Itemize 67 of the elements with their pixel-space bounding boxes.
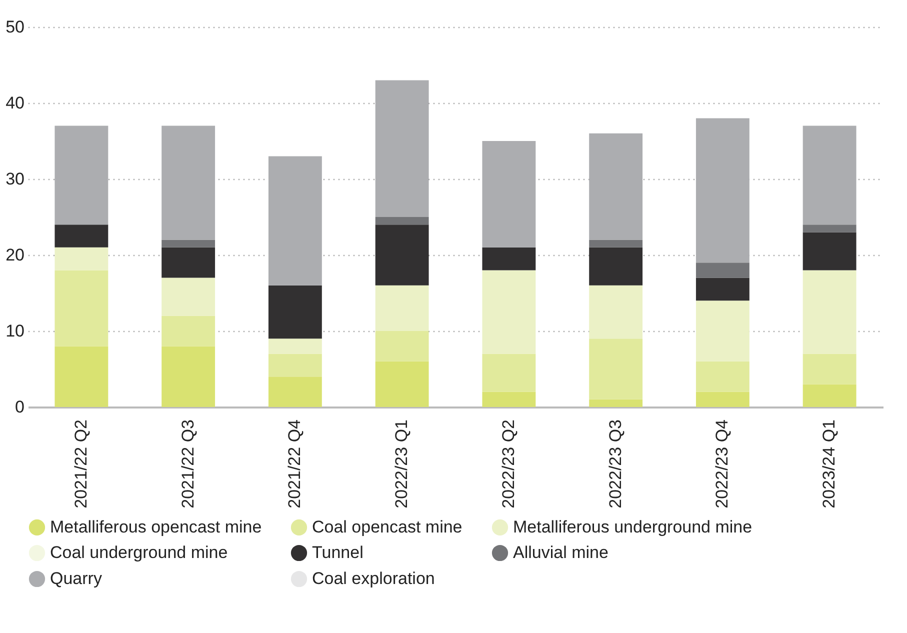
x-tick-label: 2022/23 Q1	[392, 420, 412, 508]
x-tick-label: 2022/23 Q4	[712, 420, 732, 508]
bar	[589, 133, 643, 240]
bar	[802, 384, 856, 407]
legend-label: Alluvial mine	[513, 543, 608, 562]
bar	[375, 331, 429, 362]
bar	[54, 126, 108, 225]
bar	[589, 247, 643, 286]
bar	[696, 361, 750, 392]
bar	[802, 232, 856, 270]
x-tick-label: 2021/22 Q2	[71, 420, 90, 508]
bar	[375, 80, 429, 217]
bar	[589, 338, 643, 400]
bar	[589, 240, 643, 248]
y-tick-label: 50	[6, 18, 24, 36]
legend-label: Coal underground mine	[50, 543, 228, 562]
bar	[482, 247, 536, 270]
x-tick-label: 2022/23 Q3	[606, 420, 625, 508]
bar	[802, 354, 856, 384]
bar	[375, 285, 429, 331]
y-tick-label: 0	[15, 398, 24, 416]
bar	[268, 376, 322, 407]
bar	[696, 300, 750, 362]
x-tick-label: 2021/22 Q4	[285, 420, 304, 508]
y-tick-label: 30	[6, 170, 24, 188]
bar	[268, 354, 322, 377]
bar	[162, 316, 216, 346]
bar	[696, 262, 750, 278]
bar	[482, 392, 536, 407]
bar	[696, 118, 750, 263]
bar	[482, 270, 536, 354]
legend-label: Coal opencast mine	[312, 517, 462, 536]
legend-label: Metalliferous underground mine	[513, 517, 752, 536]
bar	[696, 278, 750, 301]
bar	[268, 285, 322, 339]
legend-label: Quarry	[50, 569, 102, 588]
legend-label: Metalliferous opencast mine	[50, 517, 262, 536]
bar	[162, 240, 216, 248]
bar	[268, 338, 322, 354]
bar	[54, 247, 108, 270]
bar	[802, 270, 856, 354]
y-tick-label: 10	[6, 322, 24, 340]
legend-label: Coal exploration	[312, 569, 435, 588]
bar	[268, 156, 322, 286]
y-tick-label: 40	[6, 94, 24, 112]
x-tick-label: 2022/23 Q2	[498, 420, 518, 508]
bar	[482, 354, 536, 392]
x-tick-label: 2023/24 Q1	[820, 420, 839, 508]
y-tick-label: 20	[6, 246, 24, 264]
bar	[375, 361, 429, 407]
bar	[802, 126, 856, 225]
bar	[589, 285, 643, 339]
bar	[802, 224, 856, 232]
bar	[482, 141, 536, 248]
bar	[589, 399, 643, 407]
bar	[696, 392, 750, 407]
bar	[162, 247, 216, 278]
bar	[162, 278, 216, 316]
x-tick-label: 2021/22 Q3	[178, 420, 198, 508]
bar	[162, 126, 216, 240]
bar	[54, 346, 108, 407]
bar	[54, 270, 108, 346]
bar	[54, 224, 108, 248]
bar	[375, 217, 429, 225]
legend-label: Tunnel	[312, 543, 364, 562]
bar	[375, 224, 429, 286]
bar	[162, 346, 216, 407]
